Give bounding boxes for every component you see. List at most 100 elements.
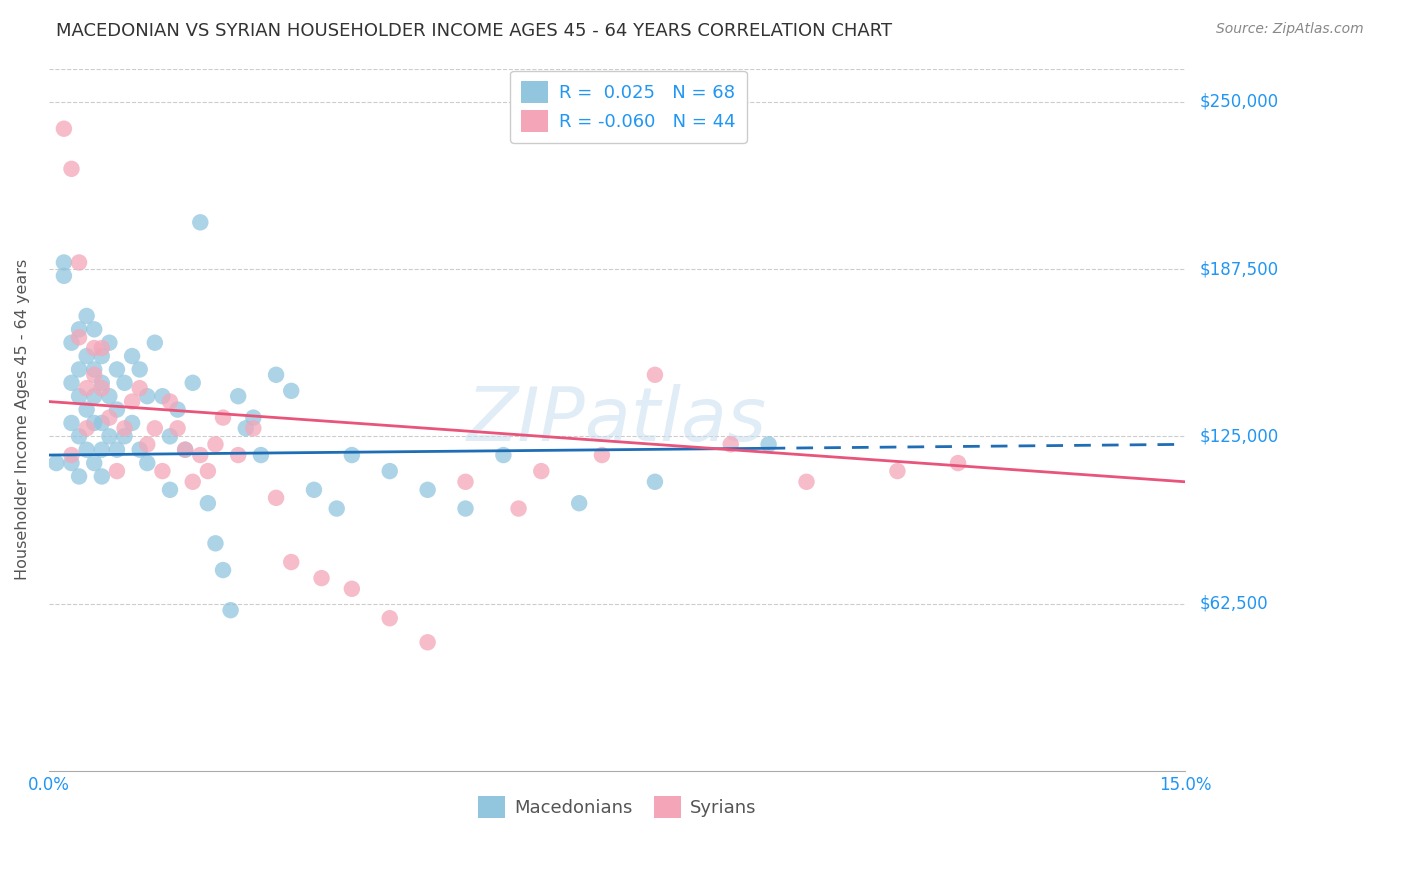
Text: $250,000: $250,000 (1199, 93, 1278, 111)
Point (105, 362, 128, 376)
Point (644, 475, 666, 489)
Point (114, 429, 136, 443)
Point (52, 268, 75, 283)
Point (530, 464, 553, 478)
Point (152, 389, 174, 403)
Point (226, 448, 249, 462)
Point (212, 563, 235, 577)
Text: MACEDONIAN VS SYRIAN HOUSEHOLDER INCOME AGES 45 - 64 YEARS CORRELATION CHART: MACEDONIAN VS SYRIAN HOUSEHOLDER INCOME … (56, 22, 893, 40)
Point (45, 456, 67, 470)
Point (60, 416, 83, 430)
Point (90, 442, 112, 457)
Point (60, 376, 83, 390)
Point (159, 429, 181, 443)
Point (143, 335, 166, 350)
Point (136, 437, 159, 451)
Point (188, 215, 211, 229)
Point (136, 456, 159, 470)
Point (181, 376, 204, 390)
Point (90, 349, 112, 363)
Text: $62,500: $62,500 (1199, 594, 1268, 613)
Point (159, 394, 181, 409)
Point (378, 464, 401, 478)
Point (325, 501, 347, 516)
Point (76, 381, 98, 395)
Point (340, 448, 363, 462)
Point (67, 322, 90, 336)
Point (378, 611, 401, 625)
Point (60, 161, 83, 176)
Point (90, 416, 112, 430)
Text: $187,500: $187,500 (1199, 260, 1278, 278)
Point (83, 389, 105, 403)
Point (114, 421, 136, 435)
Point (188, 448, 211, 462)
Point (67, 429, 90, 443)
Point (720, 437, 742, 451)
Point (76, 309, 98, 323)
Point (98, 389, 121, 403)
Point (242, 421, 264, 435)
Point (250, 448, 273, 462)
Point (152, 464, 174, 478)
Point (67, 389, 90, 403)
Point (242, 410, 264, 425)
Point (83, 341, 105, 355)
Point (52, 255, 75, 269)
Point (121, 394, 143, 409)
Point (114, 376, 136, 390)
Point (76, 421, 98, 435)
Point (796, 475, 818, 489)
Point (219, 603, 242, 617)
Legend: Macedonians, Syrians: Macedonians, Syrians (471, 789, 763, 825)
Point (105, 442, 128, 457)
Point (83, 368, 105, 382)
Point (181, 475, 204, 489)
Point (60, 456, 83, 470)
Point (204, 437, 226, 451)
Point (946, 456, 969, 470)
Point (159, 483, 181, 497)
Point (174, 442, 197, 457)
Point (311, 571, 333, 585)
Text: Source: ZipAtlas.com: Source: ZipAtlas.com (1216, 22, 1364, 37)
Point (98, 429, 121, 443)
Point (204, 536, 226, 550)
Point (758, 437, 780, 451)
Y-axis label: Householder Income Ages 45 - 64 years: Householder Income Ages 45 - 64 years (15, 259, 30, 580)
Point (98, 335, 121, 350)
Point (121, 416, 143, 430)
Point (280, 384, 302, 398)
Point (166, 421, 188, 435)
Point (83, 456, 105, 470)
Point (90, 376, 112, 390)
Point (105, 464, 128, 478)
Point (416, 483, 439, 497)
Point (174, 442, 197, 457)
Point (60, 448, 83, 462)
Point (166, 402, 188, 417)
Point (67, 469, 90, 483)
Point (264, 368, 287, 382)
Point (76, 349, 98, 363)
Point (67, 255, 90, 269)
Point (105, 402, 128, 417)
Point (128, 442, 150, 457)
Point (568, 496, 591, 510)
Point (508, 501, 530, 516)
Point (197, 464, 219, 478)
Point (67, 362, 90, 376)
Point (90, 469, 112, 483)
Point (128, 381, 150, 395)
Text: $125,000: $125,000 (1199, 427, 1278, 445)
Point (52, 121, 75, 136)
Point (644, 368, 666, 382)
Point (83, 362, 105, 376)
Point (416, 635, 439, 649)
Point (128, 362, 150, 376)
Point (136, 389, 159, 403)
Point (886, 464, 908, 478)
Point (83, 322, 105, 336)
Point (235, 421, 257, 435)
Point (340, 582, 363, 596)
